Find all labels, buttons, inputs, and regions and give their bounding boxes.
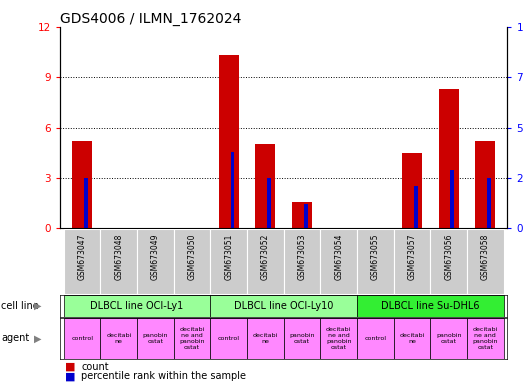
Text: decitabi
ne: decitabi ne (400, 333, 425, 344)
Bar (267, 178, 271, 228)
Text: panobin
ostat: panobin ostat (143, 333, 168, 344)
Bar (247, 318, 284, 359)
Bar (430, 229, 467, 294)
Bar (321, 318, 357, 359)
Bar (467, 229, 504, 294)
Bar (414, 186, 417, 228)
Text: decitabi
ne: decitabi ne (106, 333, 131, 344)
Text: GSM673050: GSM673050 (188, 234, 197, 280)
Text: ▶: ▶ (34, 333, 41, 343)
Text: GSM673058: GSM673058 (481, 234, 490, 280)
Text: DLBCL line OCI-Ly10: DLBCL line OCI-Ly10 (234, 301, 334, 311)
Text: GSM673048: GSM673048 (115, 234, 123, 280)
Text: decitabi
ne: decitabi ne (253, 333, 278, 344)
Text: ▶: ▶ (34, 301, 41, 311)
Bar (357, 229, 394, 294)
Bar (72, 141, 92, 228)
Text: GSM673052: GSM673052 (261, 234, 270, 280)
Text: panobin
ostat: panobin ostat (289, 333, 315, 344)
Text: GSM673057: GSM673057 (407, 234, 416, 280)
Text: GSM673056: GSM673056 (444, 234, 453, 280)
Bar (394, 229, 430, 294)
Text: percentile rank within the sample: percentile rank within the sample (81, 371, 246, 381)
Bar (283, 318, 321, 359)
Bar (304, 204, 308, 228)
Text: panobin
ostat: panobin ostat (436, 333, 461, 344)
Bar (255, 144, 276, 228)
Text: DLBCL line OCI-Ly1: DLBCL line OCI-Ly1 (90, 301, 184, 311)
Text: decitabi
ne and
panobin
ostat: decitabi ne and panobin ostat (473, 327, 498, 349)
Bar (394, 318, 430, 359)
Text: control: control (218, 336, 240, 341)
Bar (283, 229, 321, 294)
Text: DLBCL line Su-DHL6: DLBCL line Su-DHL6 (381, 301, 480, 311)
Text: GSM673049: GSM673049 (151, 234, 160, 280)
Bar (64, 229, 100, 294)
Text: cell line: cell line (1, 301, 39, 311)
Text: GSM673051: GSM673051 (224, 234, 233, 280)
Bar (64, 295, 210, 317)
Bar (430, 318, 467, 359)
Text: agent: agent (1, 333, 29, 343)
Text: ■: ■ (65, 362, 76, 372)
Bar (174, 318, 210, 359)
Text: GSM673055: GSM673055 (371, 234, 380, 280)
Text: GSM673054: GSM673054 (334, 234, 343, 280)
Text: count: count (81, 362, 109, 372)
Bar (357, 318, 394, 359)
Text: decitabi
ne and
panobin
ostat: decitabi ne and panobin ostat (326, 327, 351, 349)
Text: decitabi
ne and
panobin
ostat: decitabi ne and panobin ostat (179, 327, 205, 349)
Bar (137, 318, 174, 359)
Bar (321, 229, 357, 294)
Bar (450, 170, 454, 228)
Text: ■: ■ (65, 371, 76, 381)
Bar (210, 295, 357, 317)
Text: GSM673053: GSM673053 (298, 234, 306, 280)
Bar (137, 229, 174, 294)
Text: control: control (71, 336, 93, 341)
Text: GSM673047: GSM673047 (77, 234, 87, 280)
Bar (231, 152, 234, 228)
Text: GDS4006 / ILMN_1762024: GDS4006 / ILMN_1762024 (60, 12, 242, 26)
Bar (64, 318, 100, 359)
Bar (402, 153, 422, 228)
Bar (439, 89, 459, 228)
Bar (487, 178, 491, 228)
Bar (219, 55, 239, 228)
Bar (467, 318, 504, 359)
Bar (174, 229, 210, 294)
Bar (84, 178, 88, 228)
Bar (210, 318, 247, 359)
Bar (210, 229, 247, 294)
Bar (247, 229, 284, 294)
Bar (292, 202, 312, 228)
Text: control: control (365, 336, 386, 341)
Bar (100, 318, 137, 359)
Bar (475, 141, 495, 228)
Bar (357, 295, 504, 317)
Bar (100, 229, 137, 294)
